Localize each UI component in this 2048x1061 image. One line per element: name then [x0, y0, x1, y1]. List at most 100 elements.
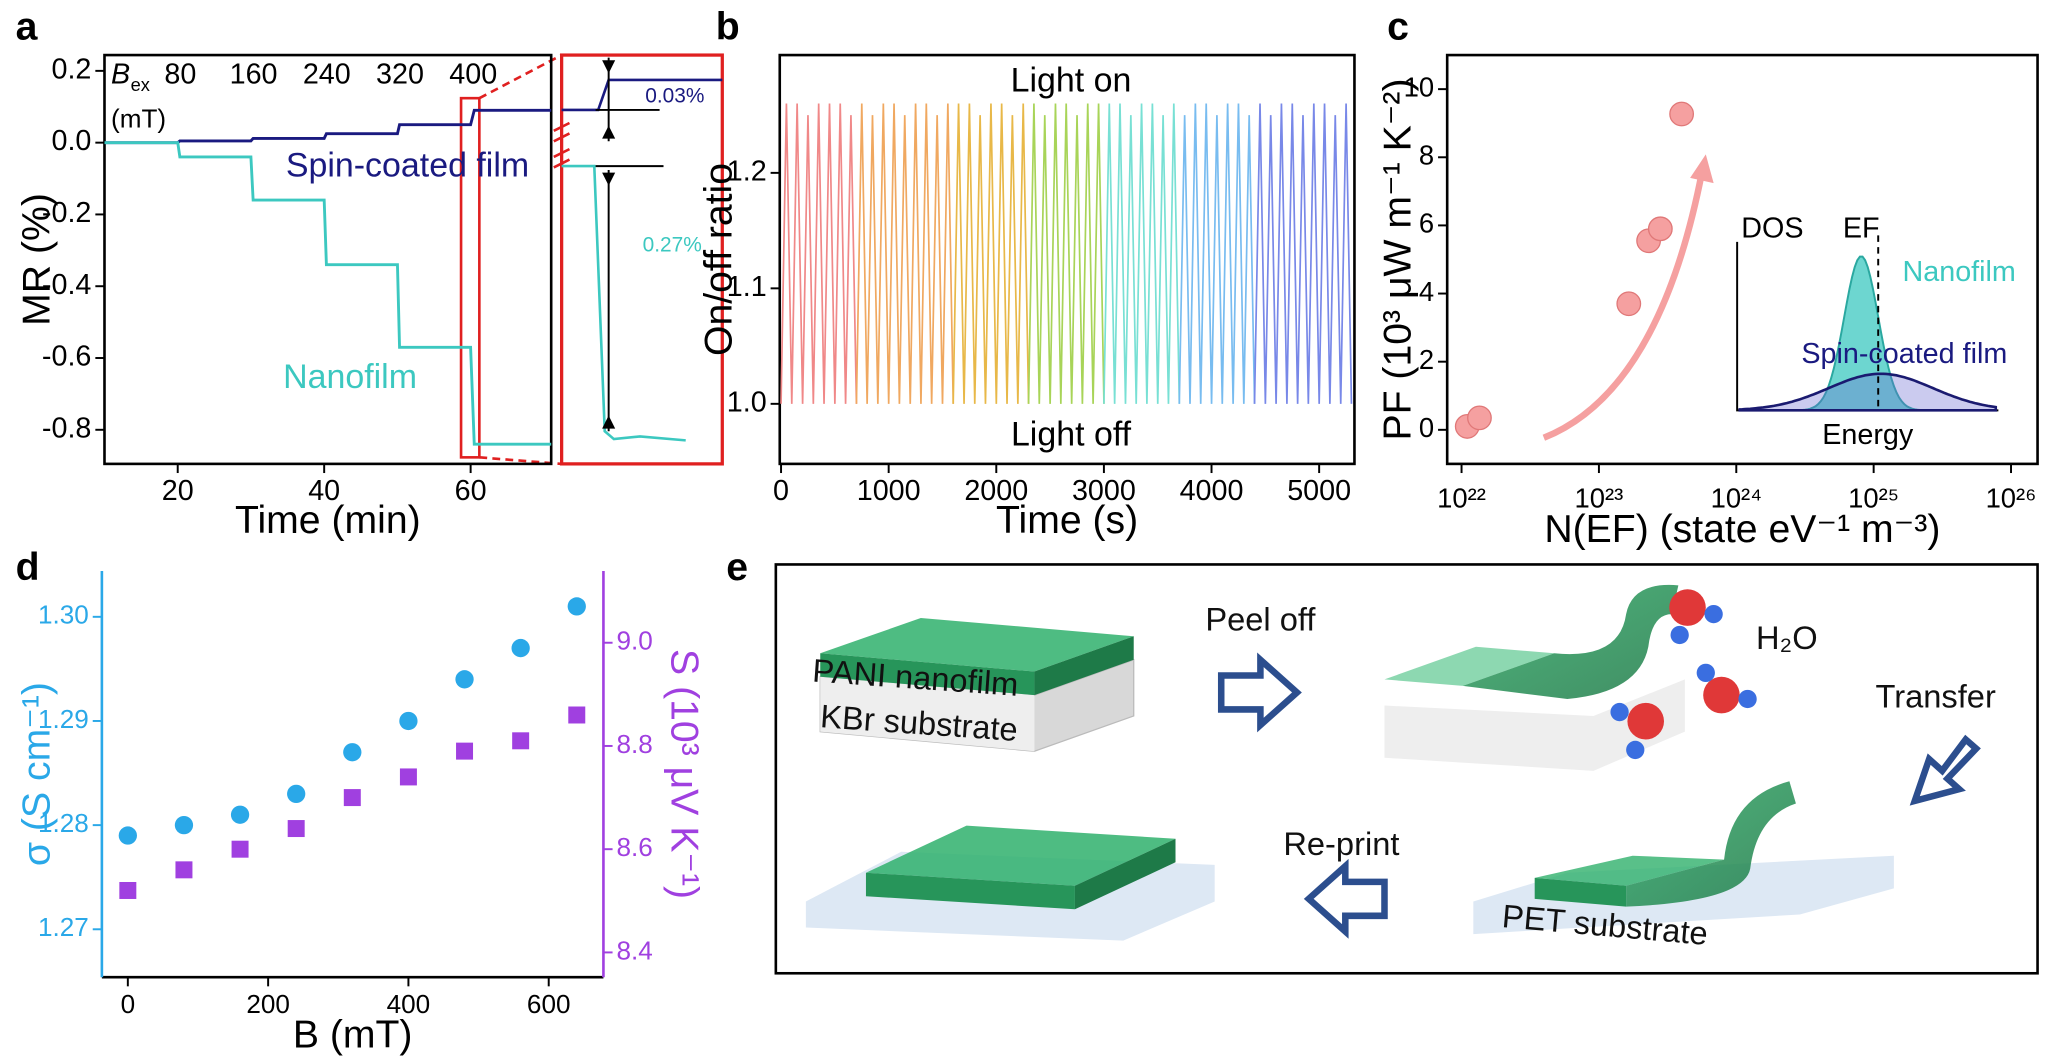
series-line [1178, 103, 1256, 404]
axis-break [553, 121, 571, 169]
curling-film [1626, 781, 1796, 907]
molecule-label: H₂O [1756, 619, 1818, 656]
scatter-point [567, 597, 586, 616]
y-tick-label: 1.29 [38, 704, 89, 734]
y-tick-label: 1.30 [38, 600, 89, 630]
y-tick-label: 10 [1404, 71, 1434, 102]
plot-frame [103, 53, 553, 466]
zoom-curve [561, 78, 723, 112]
scatter-point [343, 743, 362, 762]
y2-axis-title: S (10³ μV K⁻¹) [662, 649, 705, 899]
inset-label: Nanofilm [1903, 256, 2016, 288]
arrow-icon [1909, 734, 1981, 806]
scatter-point [174, 815, 194, 835]
series-line [104, 141, 552, 446]
y-axis-title: MR (%) [16, 193, 59, 326]
x-tick-label: 600 [527, 989, 571, 1019]
inset-label: Spin-coated film [1801, 338, 2007, 370]
field-label: 160 [230, 59, 278, 91]
y-tick-label: 6 [1419, 208, 1434, 239]
kbr-front [820, 676, 1035, 752]
scatter-point [455, 670, 474, 689]
film-side [1034, 636, 1134, 696]
field-unit: (mT) [111, 103, 166, 133]
field-label: 320 [376, 59, 424, 91]
film-front [865, 872, 1075, 910]
scatter-square [512, 732, 530, 750]
inset-label: DOS [1741, 213, 1803, 245]
y2-tick-label: 8.6 [616, 832, 652, 862]
x-tick-label: 400 [387, 989, 431, 1019]
x-tick-label: 40 [308, 475, 340, 507]
y-tick-label: -0.2 [42, 197, 92, 229]
film-side [1074, 838, 1176, 910]
y2-tick-label: 8.4 [616, 935, 652, 965]
series-label: Nanofilm [283, 358, 417, 396]
x-tick-label: 0 [121, 989, 136, 1019]
x-axis-title: B (mT) [293, 1014, 413, 1057]
x-tick-label: 10²² [1437, 483, 1486, 514]
film-front [820, 653, 1035, 696]
step-label: Peel off [1205, 601, 1316, 638]
arrow-icon [1303, 858, 1388, 939]
scatter-point [1616, 291, 1642, 317]
inset-label: EF [1843, 213, 1880, 245]
step-label: Re-print [1283, 825, 1399, 862]
panel-letter: e [726, 546, 748, 589]
kbr-substrate [1384, 679, 1685, 771]
series-line [104, 108, 552, 145]
zoom-label: 0.03% [645, 84, 704, 107]
y-tick-label: -0.8 [42, 412, 92, 444]
panel-letter: d [16, 546, 40, 589]
water-molecule [1610, 589, 1757, 760]
scatter-point [230, 805, 250, 824]
y-axis-title: On/off ratio [697, 163, 740, 356]
y-tick-label: 1.28 [38, 808, 89, 838]
y-tick-label: 1.27 [38, 912, 89, 942]
film-front [1534, 877, 1627, 907]
scatter-point [118, 826, 137, 845]
x-tick-label: 10²⁴ [1711, 483, 1762, 514]
y2-tick-label: 9.0 [616, 626, 652, 656]
panel-letter: b [716, 5, 740, 48]
x-tick-label: 20 [162, 475, 194, 507]
x-axis-title: Time (min) [235, 499, 421, 542]
field-subscript: ex [131, 74, 150, 95]
arrow-icon [1217, 652, 1302, 733]
field-label: 240 [303, 59, 351, 91]
scatter-point [287, 784, 306, 804]
dos-curve [1738, 372, 1998, 412]
panel-letter: c [1387, 5, 1409, 48]
scatter-square [119, 881, 137, 899]
x-axis-title: N(EF) (state eV⁻¹ m⁻³) [1544, 508, 1940, 551]
series-line [1027, 103, 1105, 404]
film-top [865, 825, 1176, 886]
series-label: Spin-coated film [286, 146, 529, 184]
zoom-frame [559, 53, 724, 466]
scatter-point [1669, 101, 1695, 127]
series-line [1253, 103, 1353, 404]
scatter-point [511, 638, 530, 658]
plot-frame [1445, 53, 2039, 466]
series-line [1103, 103, 1181, 404]
x-tick-label: 2000 [964, 475, 1028, 507]
c-decor [1542, 154, 1999, 441]
diagram: Peel off H₂O Transfer Re-print PANI nano… [726, 546, 2039, 975]
zoom-curve [561, 164, 686, 442]
arrowhead [1690, 154, 1714, 184]
field-label: 400 [449, 59, 497, 91]
annotation: Light on [1011, 61, 1132, 99]
y-tick-label: 1.1 [727, 271, 767, 303]
y-tick-label: 2 [1419, 344, 1434, 375]
y-tick-label: -0.4 [42, 269, 92, 301]
scatter-point [1467, 405, 1492, 431]
x-tick-label: 5000 [1287, 475, 1351, 507]
scatter-square [343, 789, 361, 807]
y-tick-label: 1.2 [727, 155, 767, 187]
x-tick-label: 10²⁶ [1986, 483, 2037, 514]
scatter-square [287, 820, 305, 838]
y-tick-label: -0.6 [42, 341, 92, 373]
y2-tick-label: 8.8 [616, 729, 652, 759]
